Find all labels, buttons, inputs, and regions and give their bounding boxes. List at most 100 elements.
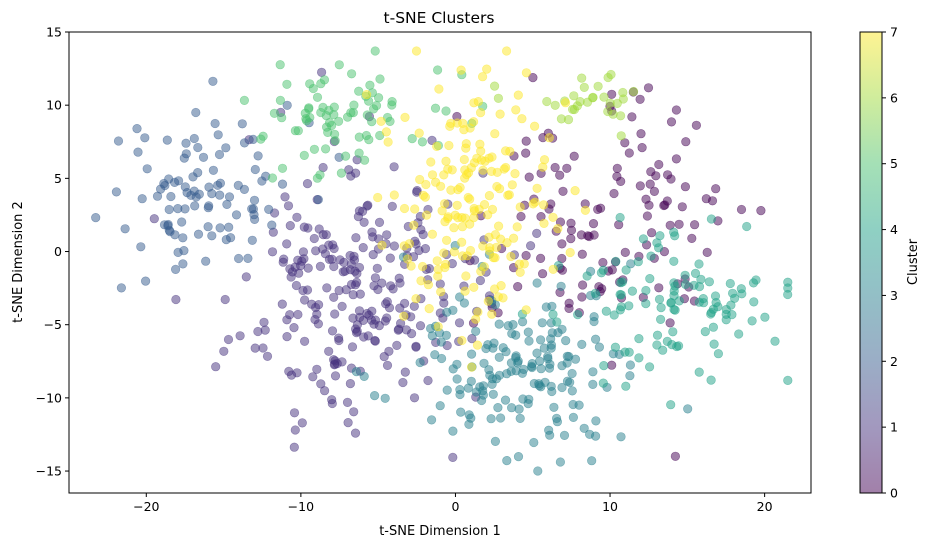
scatter-point-cluster-2 — [253, 151, 263, 161]
scatter-point-cluster-7 — [553, 224, 563, 234]
scatter-point-cluster-4 — [621, 265, 631, 275]
scatter-point-cluster-3 — [590, 334, 601, 344]
scatter-point-cluster-1 — [454, 318, 465, 328]
scatter-point-cluster-4 — [615, 289, 625, 300]
scatter-point-cluster-6 — [579, 82, 589, 92]
scatter-point-cluster-1 — [282, 332, 292, 342]
scatter-point-cluster-1 — [409, 301, 419, 311]
scatter-point-cluster-4 — [646, 251, 656, 261]
scatter-point-cluster-4 — [706, 375, 716, 385]
scatter-point-cluster-1 — [289, 323, 299, 333]
scatter-point-cluster-5 — [334, 116, 344, 126]
scatter-point-cluster-4 — [709, 339, 719, 349]
scatter-point-cluster-1 — [359, 217, 369, 227]
scatter-point-cluster-2 — [264, 204, 274, 214]
scatter-point-cluster-7 — [460, 213, 470, 223]
scatter-point-cluster-5 — [267, 173, 278, 183]
scatter-point-cluster-2 — [181, 138, 191, 148]
scatter-point-cluster-2 — [132, 124, 142, 134]
scatter-point-cluster-6 — [569, 91, 579, 101]
scatter-point-cluster-1 — [400, 367, 410, 377]
scatter-point-cluster-2 — [177, 217, 187, 227]
scatter-point-cluster-1 — [220, 294, 230, 305]
x-tick-label: 20 — [757, 499, 773, 514]
scatter-point-cluster-3 — [466, 413, 476, 423]
scatter-point-cluster-3 — [588, 379, 598, 390]
scatter-point-cluster-7 — [457, 222, 468, 232]
scatter-point-cluster-3 — [514, 404, 524, 414]
scatter-point-cluster-2 — [166, 191, 176, 202]
colorbar-tick-label: 7 — [890, 25, 898, 40]
scatter-point-cluster-0 — [677, 202, 687, 212]
scatter-point-cluster-3 — [435, 401, 445, 411]
x-axis-label: t-SNE Dimension 1 — [379, 524, 501, 539]
scatter-point-cluster-6 — [615, 111, 626, 121]
scatter-point-cluster-1 — [280, 192, 290, 202]
scatter-point-cluster-0 — [643, 83, 654, 93]
scatter-point-cluster-6 — [599, 92, 609, 102]
scatter-point-cluster-1 — [423, 375, 433, 386]
colorbar-label: Cluster — [906, 238, 921, 285]
scatter-point-cluster-1 — [327, 395, 337, 405]
scatter-point-cluster-0 — [558, 186, 568, 196]
scatter-point-cluster-1 — [310, 314, 320, 325]
scatter-point-cluster-4 — [644, 362, 655, 372]
scatter-point-cluster-1 — [303, 223, 313, 233]
scatter-point-cluster-7 — [373, 192, 383, 203]
scatter-point-cluster-1 — [348, 313, 358, 323]
scatter-point-cluster-2 — [243, 253, 253, 263]
scatter-point-cluster-2 — [163, 221, 173, 231]
scatter-point-cluster-2 — [250, 214, 260, 224]
scatter-point-cluster-5 — [312, 173, 323, 183]
scatter-point-cluster-3 — [532, 278, 542, 288]
scatter-point-cluster-7 — [381, 127, 392, 137]
scatter-point-cluster-0 — [666, 117, 677, 127]
scatter-point-cluster-1 — [352, 326, 362, 336]
scatter-point-cluster-7 — [439, 170, 449, 180]
scatter-point-cluster-4 — [573, 310, 583, 320]
scatter-point-cluster-3 — [488, 389, 498, 399]
scatter-point-cluster-0 — [702, 247, 712, 257]
scatter-point-cluster-6 — [606, 69, 616, 80]
x-tick-label: −20 — [133, 499, 159, 514]
y-tick-label: 10 — [46, 98, 62, 113]
scatter-point-cluster-7 — [439, 248, 449, 258]
scatter-point-cluster-2 — [215, 178, 225, 188]
scatter-point-cluster-7 — [548, 212, 558, 222]
scatter-point-cluster-1 — [283, 201, 294, 211]
scatter-point-cluster-1 — [277, 299, 287, 309]
scatter-point-cluster-7 — [538, 200, 549, 210]
scatter-point-cluster-7 — [443, 212, 453, 222]
scatter-point-cluster-7 — [461, 143, 471, 153]
scatter-point-cluster-1 — [352, 268, 362, 279]
scatter-point-cluster-5 — [375, 74, 385, 84]
scatter-point-cluster-5 — [293, 126, 303, 136]
scatter-point-cluster-1 — [338, 267, 348, 277]
scatter-point-cluster-1 — [307, 299, 317, 309]
scatter-point-cluster-2 — [188, 172, 198, 182]
scatter-point-cluster-5 — [347, 69, 357, 79]
scatter-point-cluster-1 — [381, 299, 391, 309]
scatter-point-cluster-2 — [207, 189, 217, 199]
scatter-point-cluster-2 — [213, 130, 223, 140]
scatter-point-cluster-3 — [568, 412, 579, 423]
scatter-point-cluster-4 — [669, 227, 679, 237]
scatter-point-cluster-2 — [152, 191, 163, 201]
scatter-point-cluster-5 — [433, 65, 443, 75]
scatter-point-cluster-5 — [360, 155, 370, 165]
scatter-point-cluster-3 — [546, 334, 556, 344]
scatter-point-cluster-3 — [567, 386, 577, 396]
scatter-point-cluster-3 — [415, 357, 425, 368]
scatter-point-cluster-7 — [478, 241, 488, 251]
scatter-point-cluster-1 — [448, 452, 458, 463]
scatter-point-cluster-1 — [291, 280, 302, 291]
scatter-point-cluster-3 — [555, 457, 566, 467]
scatter-point-cluster-4 — [645, 274, 655, 284]
scatter-point-cluster-2 — [247, 235, 257, 245]
scatter-point-cluster-2 — [204, 201, 214, 211]
scatter-point-cluster-3 — [490, 436, 501, 447]
scatter-point-cluster-7 — [436, 287, 446, 297]
scatter-point-cluster-3 — [430, 350, 440, 360]
scatter-point-cluster-2 — [159, 178, 169, 189]
scatter-point-cluster-3 — [546, 343, 556, 353]
